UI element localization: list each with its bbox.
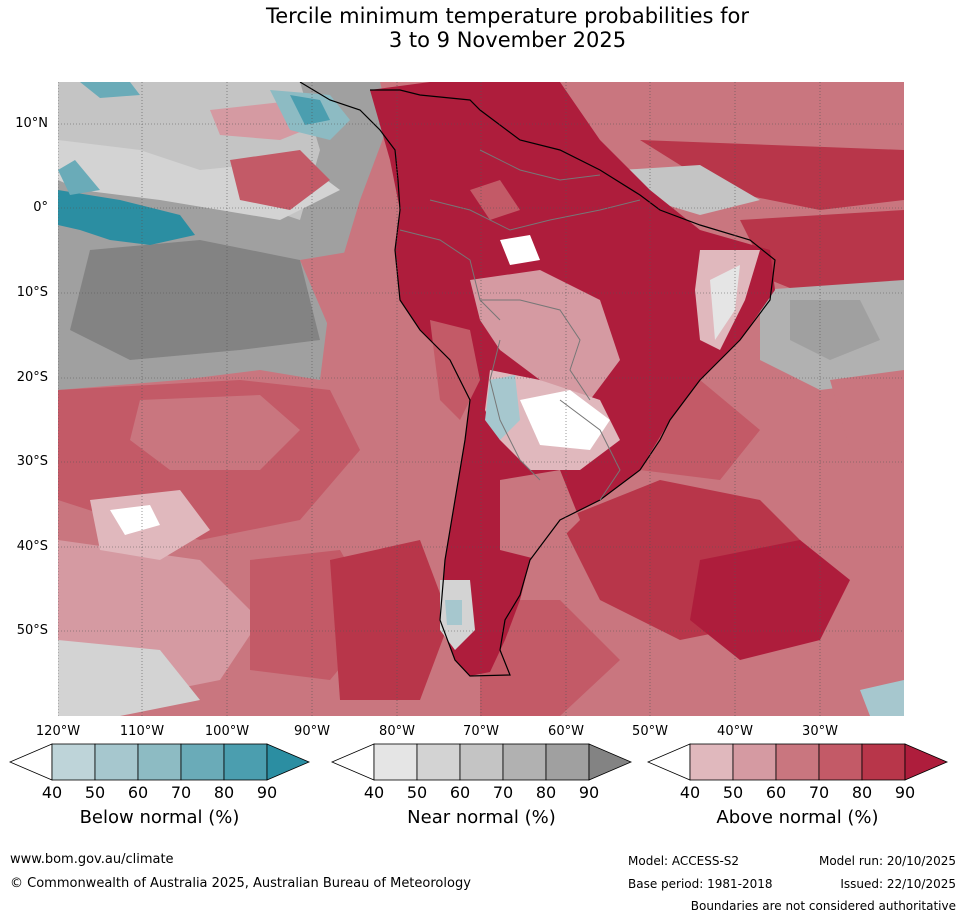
below-colorbar-tick: 70 (170, 783, 192, 802)
near-colorbar-min-arrow (330, 743, 375, 781)
lon-label-30w: 30°W (802, 724, 838, 739)
lat-label-50s: 50°S (16, 623, 48, 638)
lat-label-10s: 10°S (16, 285, 48, 300)
above-colorbar-tick: 60 (765, 783, 787, 802)
map-field (58, 82, 904, 716)
near-colorbar-tick: 70 (492, 783, 514, 802)
above-colorbar-tick: 70 (808, 783, 830, 802)
lon-label-70w: 70°W (463, 724, 499, 739)
lat-label-30s: 30°S (16, 454, 48, 469)
lat-label-0: 0° (33, 200, 48, 215)
below-colorbar-tick: 60 (127, 783, 149, 802)
below-colorbar-min-arrow (8, 743, 53, 781)
above-colorbar-tick: 80 (851, 783, 873, 802)
above-colorbar-max-arrow (904, 743, 949, 781)
below-colorbar-title: Below normal (%) (79, 807, 240, 828)
above-colorbar-min-arrow (646, 743, 691, 781)
below-colorbar-swatch (51, 743, 96, 781)
lon-label-50w: 50°W (632, 724, 668, 739)
near-colorbar-tick: 80 (535, 783, 557, 802)
near-colorbar-swatch (373, 743, 418, 781)
below-colorbar-tick: 40 (41, 783, 63, 802)
graticule (58, 82, 904, 716)
map-title-line-1: Tercile minimum temperature probabilitie… (265, 4, 750, 28)
coastline (299, 82, 776, 677)
lon-label-90w: 90°W (294, 724, 330, 739)
lon-label-120w: 120°W (35, 724, 81, 739)
below-normal-patch-equatorial (58, 190, 195, 245)
near-colorbar-tick: 50 (406, 783, 428, 802)
below-colorbar-max-arrow (266, 743, 311, 781)
below-colorbar-tick: 80 (213, 783, 235, 802)
near-colorbar-tick: 60 (449, 783, 471, 802)
lon-label-100w: 100°W (204, 724, 250, 739)
above-colorbar-tick: 40 (679, 783, 701, 802)
colorbars (8, 743, 949, 781)
near-colorbar-tick: 90 (578, 783, 600, 802)
lat-label-10n: 10°N (15, 116, 48, 131)
above-colorbar-swatch (732, 743, 777, 781)
near-colorbar-title: Near normal (%) (407, 807, 556, 828)
footer-url: www.bom.gov.au/climate (10, 852, 174, 867)
lon-label-80w: 80°W (379, 724, 415, 739)
below-colorbar-swatch (223, 743, 268, 781)
near-colorbar-swatch (502, 743, 547, 781)
lon-label-40w: 40°W (717, 724, 753, 739)
lat-label-20s: 20°S (16, 370, 48, 385)
above-colorbar-tick: 50 (722, 783, 744, 802)
near-colorbar-swatch (459, 743, 504, 781)
near-colorbar-swatch (416, 743, 461, 781)
above-colorbar-title: Above normal (%) (716, 807, 879, 828)
country-borders (399, 149, 641, 501)
below-colorbar-swatch (137, 743, 182, 781)
lon-label-110w: 110°W (119, 724, 165, 739)
lat-label-40s: 40°S (16, 539, 48, 554)
below-colorbar-tick: 50 (84, 783, 106, 802)
footer-model: Model: ACCESS-S2 (628, 854, 740, 868)
below-colorbar-tick: 90 (256, 783, 278, 802)
above-colorbar-swatch (775, 743, 820, 781)
footer-issued: Issued: 22/10/2025 (840, 877, 956, 891)
footer-model-run: Model run: 20/10/2025 (818, 854, 956, 868)
above-colorbar-swatch (818, 743, 863, 781)
map-title-line-2: 3 to 9 November 2025 (388, 28, 627, 52)
above-colorbar-tick: 90 (894, 783, 916, 802)
footer-disclaimer: Boundaries are not considered authoritat… (690, 899, 956, 913)
below-colorbar-swatch (180, 743, 225, 781)
lon-label-60w: 60°W (548, 724, 584, 739)
above-colorbar-swatch (689, 743, 734, 781)
above-colorbar-swatch (861, 743, 906, 781)
near-colorbar-swatch (545, 743, 590, 781)
near-colorbar-tick: 40 (363, 783, 385, 802)
below-colorbar-swatch (94, 743, 139, 781)
near-colorbar-max-arrow (588, 743, 633, 781)
footer-copyright: © Commonwealth of Australia 2025, Austra… (10, 876, 471, 891)
footer-base-period: Base period: 1981-2018 (628, 877, 773, 891)
